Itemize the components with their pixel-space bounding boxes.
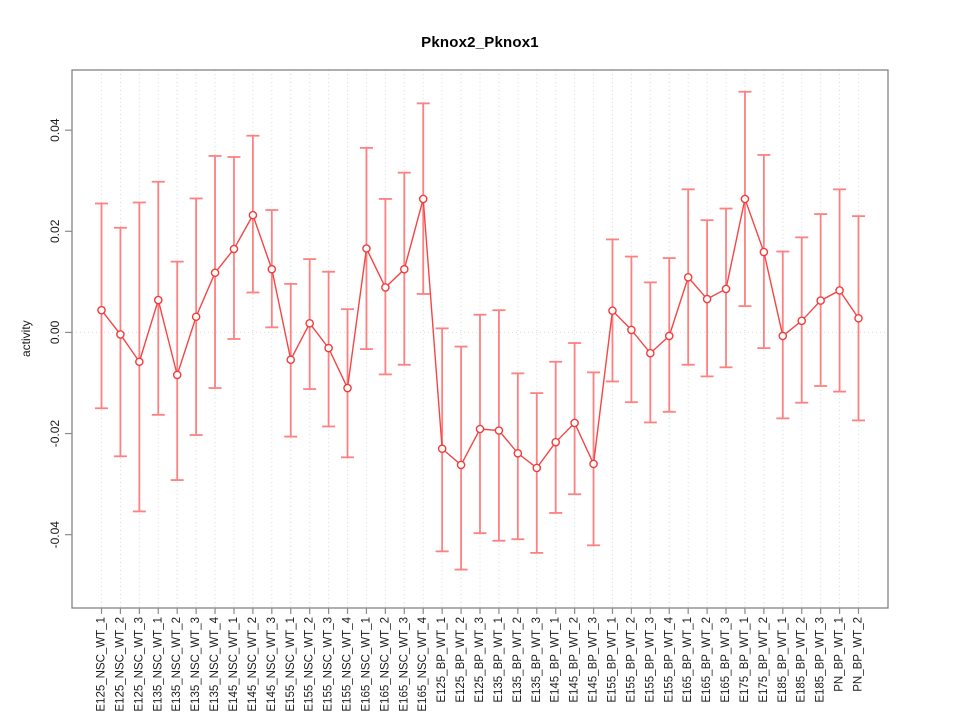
x-tick-label: E135_BP_WT_1 [493, 617, 505, 703]
x-tick-label: PN_BP_WT_2 [853, 617, 865, 692]
x-tick-label: E135_NSC_WT_2 [171, 617, 183, 712]
x-tick-label: E155_BP_WT_4 [663, 616, 675, 702]
data-point [267, 264, 277, 274]
x-tick-label: E125_NSC_WT_1 [96, 617, 108, 712]
x-axis-tick-labels: E125_NSC_WT_1 E125_NSC_WT_2 E125_NSC_WT_3 E… [96, 616, 865, 711]
x-tick-label: E165_NSC_WT_3 [398, 617, 410, 712]
x-tick-label: E155_NSC_WT_1 [285, 617, 297, 712]
data-points [97, 194, 863, 473]
data-point [191, 312, 201, 322]
x-tick-label: E135_BP_WT_2 [512, 617, 524, 703]
x-tick-label: E135_NSC_WT_3 [190, 617, 202, 712]
y-axis-ticks [65, 129, 72, 536]
x-tick-label: E145_NSC_WT_3 [266, 617, 278, 712]
data-point [286, 355, 296, 365]
x-tick-label: E145_NSC_WT_2 [247, 617, 259, 712]
data-point [153, 295, 163, 305]
x-tick-label: E175_BP_WT_2 [758, 617, 770, 703]
x-tick-label: E125_NSC_WT_2 [114, 617, 126, 712]
data-point [513, 448, 523, 458]
x-tick-label: PN_BP_WT_1 [834, 617, 846, 692]
x-tick-label: E155_BP_WT_3 [644, 617, 656, 703]
x-tick-label: E165_BP_WT_3 [720, 617, 732, 703]
data-point [532, 463, 542, 473]
x-tick-label: E155_NSC_WT_3 [323, 617, 335, 712]
x-tick-label: E125_BP_WT_3 [474, 617, 486, 703]
data-point [97, 305, 106, 315]
x-tick-label: E185_BP_WT_3 [815, 617, 827, 703]
x-tick-label: E165_NSC_WT_2 [379, 617, 391, 712]
x-tick-label: E165_BP_WT_1 [682, 617, 694, 703]
data-point [854, 313, 863, 323]
data-point [456, 460, 466, 470]
x-tick-label: E175_BP_WT_1 [739, 617, 751, 703]
x-tick-label: E145_BP_WT_1 [550, 617, 562, 703]
y-axis-tick-labels: 0.04 0.02 0.00 -0.02 -0.04 [48, 118, 62, 548]
data-point [589, 459, 598, 469]
data-point [248, 210, 258, 220]
data-point [418, 194, 428, 204]
data-point [816, 296, 825, 305]
data-point [399, 264, 409, 274]
data-point [608, 306, 617, 315]
x-tick-label: E135_NSC_WT_4 [209, 616, 221, 711]
data-point [324, 343, 333, 353]
data-point [551, 437, 561, 447]
data-point [172, 370, 182, 380]
data-point [759, 247, 769, 257]
data-point [135, 357, 144, 367]
x-tick-label: E135_BP_WT_3 [531, 617, 543, 703]
data-point [437, 444, 447, 454]
x-tick-label: E145_BP_WT_2 [569, 617, 581, 703]
data-point [683, 273, 693, 282]
error-bars [95, 90, 865, 571]
data-point [740, 194, 750, 204]
data-point [778, 331, 788, 341]
y-tick-label: 0.00 [48, 320, 62, 344]
y-tick-label: 0.02 [48, 219, 62, 243]
x-tick-label: E165_BP_WT_2 [701, 617, 713, 703]
data-point [210, 268, 220, 278]
x-tick-label: E135_NSC_WT_1 [152, 617, 164, 712]
x-tick-label: E185_BP_WT_1 [777, 617, 789, 703]
data-point [116, 330, 125, 339]
data-point [721, 284, 731, 294]
x-axis-ticks [100, 608, 860, 614]
data-point [646, 348, 655, 358]
data-point [475, 424, 485, 434]
data-point [664, 331, 674, 341]
x-tick-label: E125_NSC_WT_3 [133, 617, 145, 712]
data-point [343, 383, 352, 393]
x-tick-label: E145_NSC_WT_1 [228, 617, 240, 712]
x-tick-label: E185_BP_WT_2 [796, 617, 808, 703]
data-point [305, 319, 314, 328]
x-tick-label: E165_NSC_WT_1 [360, 617, 372, 712]
data-point [362, 244, 371, 253]
data-point [627, 325, 636, 335]
x-tick-label: E155_BP_WT_1 [606, 617, 618, 703]
data-point [570, 418, 579, 428]
data-point [229, 244, 239, 254]
x-tick-label: E155_NSC_WT_4 [342, 616, 354, 711]
chart-title: Pknox2_Pknox1 [421, 34, 539, 51]
data-point [835, 286, 844, 295]
x-tick-label: E125_BP_WT_1 [436, 617, 448, 703]
x-tick-label: E155_NSC_WT_2 [304, 617, 316, 712]
y-tick-label: -0.04 [48, 521, 62, 549]
x-tick-label: E145_BP_WT_3 [588, 617, 600, 703]
x-tick-label: E125_BP_WT_2 [455, 617, 467, 703]
data-point [702, 294, 712, 304]
y-tick-label: 0.04 [48, 118, 62, 142]
x-tick-label: E165_NSC_WT_4 [417, 616, 429, 711]
x-tick-label: E155_BP_WT_2 [625, 617, 637, 703]
y-tick-label: -0.02 [48, 420, 62, 448]
data-point [494, 426, 504, 435]
data-point [797, 316, 807, 326]
data-point [381, 283, 390, 292]
